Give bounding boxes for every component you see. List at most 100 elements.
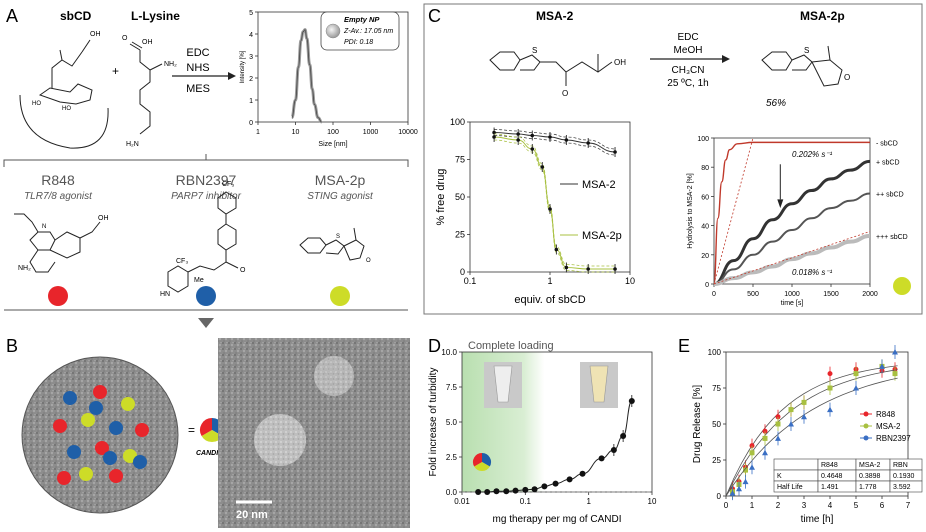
dls-legend: Empty NP Z-Av.: 17.05 nm PDI: 0.18	[320, 11, 400, 51]
x-tick-label: 0	[724, 501, 729, 510]
release-point	[788, 421, 794, 427]
x-axis-label: time [h]	[801, 514, 834, 525]
table-cell-text: 1.778	[859, 484, 877, 491]
drug-dot	[89, 401, 103, 415]
lys-oh: OH	[142, 39, 153, 46]
plus-sign: +	[112, 64, 119, 78]
tem-image	[218, 338, 410, 528]
drug-bracket	[3, 159, 409, 167]
hydrolysis-curve	[713, 233, 871, 286]
panel-a: A sbCD L-Lysine OH HO HO + OH O NH₂ H₂N …	[3, 6, 418, 328]
msa2p-o-small: O	[366, 258, 371, 264]
turbidity-point	[610, 447, 617, 453]
candi-particle	[21, 356, 179, 514]
y-tick-label: 50	[455, 192, 465, 202]
rate-fast-label: 0.202% s⁻¹	[792, 150, 833, 159]
release-point	[892, 349, 898, 355]
turbidity-point	[620, 433, 627, 439]
drug-name: R848	[41, 172, 75, 188]
hydrolysis-curve-label: + sbCD	[876, 159, 900, 166]
x-tick-label: 3	[802, 501, 807, 510]
dls-curve	[291, 29, 322, 123]
x-tick-label: 0.01	[454, 497, 470, 506]
x-tick-label: 100	[327, 129, 339, 136]
table-cell-text: RBN	[893, 462, 908, 469]
legend-label: MSA-2p	[582, 230, 622, 242]
lys-h2n: H₂N	[126, 141, 139, 148]
release-fit-line	[725, 369, 898, 497]
binding-point	[548, 135, 552, 139]
candi-pie-icon	[472, 453, 482, 467]
drug-color-dot	[48, 286, 68, 306]
equals-sign: =	[188, 423, 195, 437]
release-point	[762, 435, 768, 441]
x-tick-label: 1500	[823, 291, 839, 298]
y-tick-label: 100	[708, 348, 722, 357]
panel-letter-c: C	[428, 6, 441, 26]
msa2-o: O	[562, 89, 568, 98]
table-cell-text: Half Life	[777, 484, 803, 491]
x-tick-label: 10	[625, 276, 635, 286]
scale-bar-label: 20 nm	[236, 509, 268, 521]
x-tick-label: 6	[880, 501, 885, 510]
binding-point	[492, 135, 496, 139]
x-tick-label: 4	[828, 501, 833, 510]
y-tick-label: 80	[701, 165, 709, 172]
plot-frame	[713, 137, 871, 285]
x-axis-label: equiv. of sbCD	[514, 294, 585, 306]
x-tick-label: 1	[586, 497, 591, 506]
panel-letter-a: A	[6, 6, 18, 26]
msa2p-s-small: S	[336, 234, 340, 240]
table-cell-text: 0.4648	[821, 473, 843, 480]
binding-point	[530, 147, 535, 151]
rate-slow-label: 0.018% s⁻¹	[792, 268, 833, 277]
panel-e: E 0 1 2 3 4 5 6 7 0 25 50 75 100 R848 MSA-2 RBN2397 R848…	[678, 336, 923, 525]
y-tick-label: 20	[701, 253, 709, 260]
dls-legend-zav: Z-Av.: 17.05 nm	[343, 28, 393, 35]
drug-list: R848 TLR7/8 agonist RBN2397 PARP7 inhibitor…	[24, 172, 374, 306]
panel-c-frame	[423, 3, 923, 315]
msa2p-o: O	[844, 73, 850, 82]
binding-fit-line	[494, 136, 616, 270]
y-tick-label: 25	[455, 230, 465, 240]
rbn-o: O	[240, 267, 246, 274]
x-tick-label: 7	[906, 501, 911, 510]
drug-dot	[135, 423, 149, 437]
drug-role: TLR7/8 agonist	[24, 191, 93, 202]
legend-marker	[863, 411, 869, 417]
turbidity-chart: Complete loading 0.01 0.1 1 10 0.0 2.5 5.0 7.5 10…	[428, 340, 657, 525]
release-point	[749, 450, 755, 456]
y-tick-label: 3	[249, 54, 253, 61]
table-cell	[889, 480, 923, 493]
table-cell-text: R848	[821, 462, 838, 469]
trend-arrowhead-icon	[777, 199, 784, 209]
hydrolysis-curve	[713, 192, 871, 285]
binding-point	[564, 265, 569, 270]
x-tick-label: 500	[747, 291, 759, 298]
panel-b: B = CANDI400 20 nm	[6, 336, 410, 528]
dls-legend-pdi: PDI: 0.18	[344, 39, 373, 46]
binding-point	[586, 141, 590, 145]
legend-label: RBN2397	[876, 434, 911, 443]
turbidity-point	[541, 483, 548, 490]
drug-name: RBN2397	[176, 172, 237, 188]
x-tick-label: 0.1	[520, 497, 532, 506]
release-point	[801, 413, 807, 420]
y-tick-label: 75	[455, 155, 465, 165]
reaction-arrowhead-a	[228, 72, 236, 80]
candi-pie-icon	[474, 462, 490, 472]
turbidity-point	[552, 480, 559, 487]
y-axis-label: Fold increase of turbidity	[428, 368, 439, 477]
drug-color-dot	[196, 286, 216, 306]
release-point	[743, 467, 748, 473]
x-tick-label: 10	[292, 129, 300, 136]
rbn2397-structure	[167, 191, 239, 293]
drug-dot	[133, 455, 147, 469]
x-tick-label: 10	[648, 497, 657, 506]
hydrolysis-curve-label: +++ sbCD	[876, 234, 908, 241]
drug-dot	[109, 469, 123, 483]
y-tick-label: 100	[697, 136, 709, 143]
rbn-hn: HN	[160, 291, 170, 298]
